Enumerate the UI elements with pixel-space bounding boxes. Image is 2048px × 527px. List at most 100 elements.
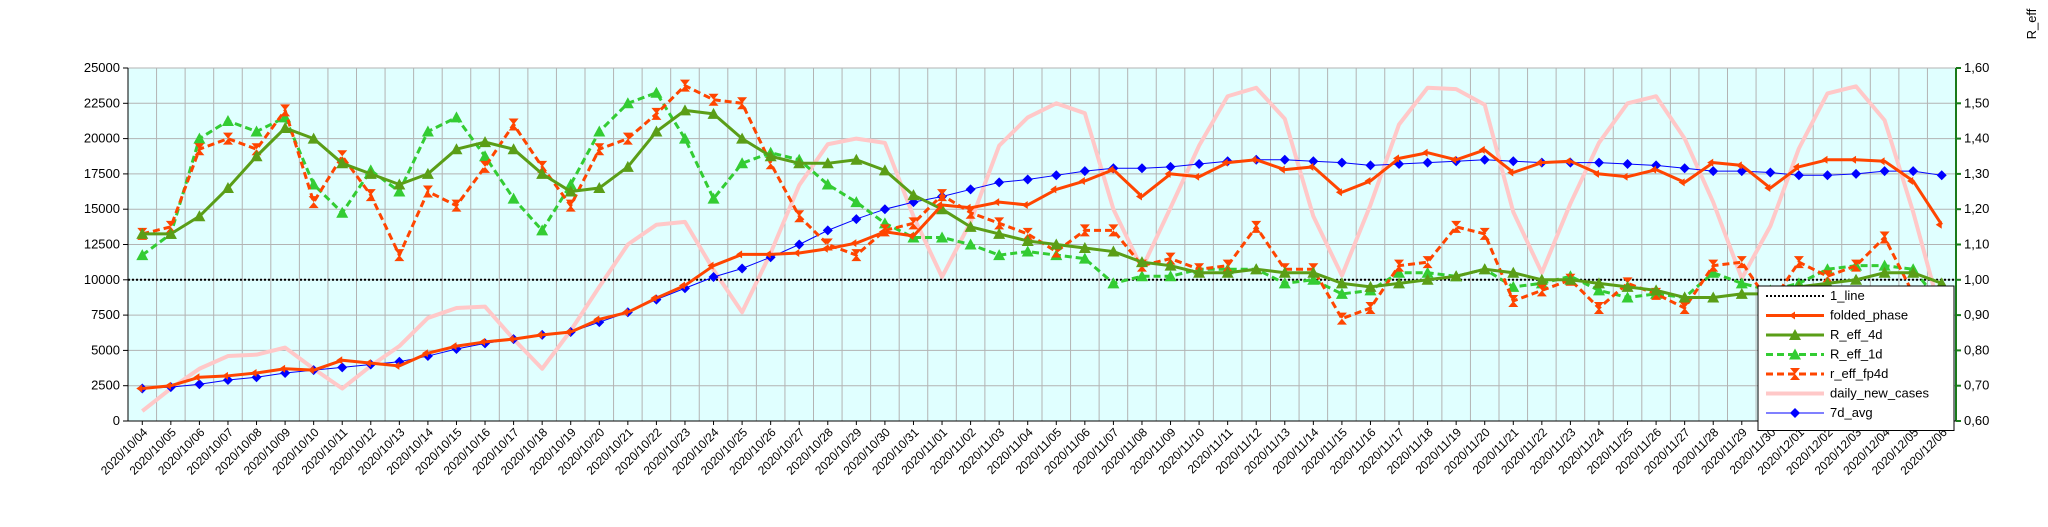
data-point (194, 379, 205, 390)
data-point (907, 189, 920, 201)
data-point (393, 361, 400, 370)
data-point (1507, 280, 1520, 292)
data-point (336, 356, 343, 365)
data-point (1164, 270, 1177, 282)
data-point (793, 248, 800, 257)
right-tick-label: 0,90 (1964, 307, 1989, 322)
data-point (1365, 302, 1376, 315)
data-point (993, 198, 1000, 207)
data-point (1107, 277, 1120, 289)
data-point (1250, 263, 1263, 275)
right-tick-label: 0,70 (1964, 378, 1989, 393)
data-point (1789, 329, 1801, 340)
data-point (564, 178, 577, 190)
data-point (507, 335, 514, 344)
data-point (1789, 311, 1795, 320)
data-point (279, 364, 286, 373)
series-line (141, 84, 1944, 413)
data-point (1479, 227, 1490, 240)
legend: 1_line folded_phase R_eff_4d R_eff_1d r_eff_… (1757, 285, 1955, 431)
data-point (1790, 368, 1800, 380)
data-point (1450, 155, 1457, 164)
left-tick-label: 12500 (84, 237, 120, 252)
data-point (793, 157, 806, 169)
legend-item: daily_new_cases (1766, 386, 1930, 401)
legend-label: r_eff_fp4d (1830, 366, 1888, 381)
data-point (821, 157, 834, 169)
data-point (1193, 266, 1206, 278)
data-point (193, 373, 200, 382)
data-point (364, 359, 371, 368)
series-folded-phase (136, 145, 1943, 393)
data-point (1650, 284, 1663, 296)
data-point (1165, 161, 1176, 172)
data-point (1022, 227, 1033, 240)
data-point (1790, 408, 1800, 418)
data-point (1222, 259, 1233, 272)
data-point (821, 244, 828, 253)
data-point (850, 196, 863, 208)
data-point (394, 249, 405, 262)
data-point (907, 232, 914, 241)
data-point (221, 371, 228, 380)
data-point (1621, 291, 1634, 303)
data-point (393, 185, 406, 197)
left-tick-label: 0 (113, 413, 120, 428)
series-line (142, 148, 1943, 391)
data-point (336, 157, 349, 169)
data-point (1851, 168, 1862, 179)
data-point (964, 238, 977, 250)
data-point (1593, 157, 1604, 168)
data-point (1707, 158, 1714, 167)
data-point (593, 315, 600, 324)
legend-label: 7d_avg (1830, 405, 1873, 420)
data-point (878, 164, 891, 176)
data-point (1908, 166, 1919, 177)
data-point (1850, 155, 1857, 164)
data-point (1507, 266, 1520, 278)
data-point (593, 125, 606, 137)
data-point (1135, 256, 1148, 268)
data-point (1165, 252, 1176, 265)
right-tick-label: 0,60 (1964, 413, 1989, 428)
left-tick-label: 25000 (84, 60, 120, 75)
data-point (193, 210, 206, 222)
data-point (536, 167, 549, 179)
data-point (451, 199, 462, 212)
data-point (1278, 266, 1291, 278)
data-point (1679, 302, 1690, 315)
data-point (736, 132, 749, 144)
data-point (479, 150, 492, 162)
data-point (1621, 172, 1628, 181)
data-point (1108, 224, 1119, 237)
data-point (937, 189, 948, 202)
data-point (878, 227, 885, 236)
data-point (1708, 166, 1719, 177)
data-point (1308, 156, 1319, 167)
data-point (1478, 145, 1485, 154)
data-point (1051, 170, 1062, 181)
right-tick-label: 1,10 (1964, 237, 1989, 252)
data-point (1707, 266, 1720, 278)
data-point (936, 200, 943, 209)
data-point (1394, 259, 1405, 272)
data-point (193, 132, 206, 144)
data-point (1878, 157, 1885, 166)
data-point (822, 225, 833, 236)
data-point (1021, 200, 1028, 209)
legend-item: 1_line (1766, 288, 1865, 303)
left-tick-label: 5000 (91, 342, 120, 357)
data-point (650, 125, 663, 137)
data-point (308, 196, 319, 209)
data-point (737, 97, 748, 110)
data-point (1822, 270, 1833, 283)
data-point (1593, 302, 1604, 315)
right-tick-label: 1,50 (1964, 95, 1989, 110)
legend-item: folded_phase (1766, 308, 1908, 323)
data-point (279, 122, 292, 134)
data-point (1678, 291, 1691, 303)
data-point (1279, 154, 1290, 165)
data-point (1879, 231, 1890, 244)
data-point (1307, 266, 1320, 278)
